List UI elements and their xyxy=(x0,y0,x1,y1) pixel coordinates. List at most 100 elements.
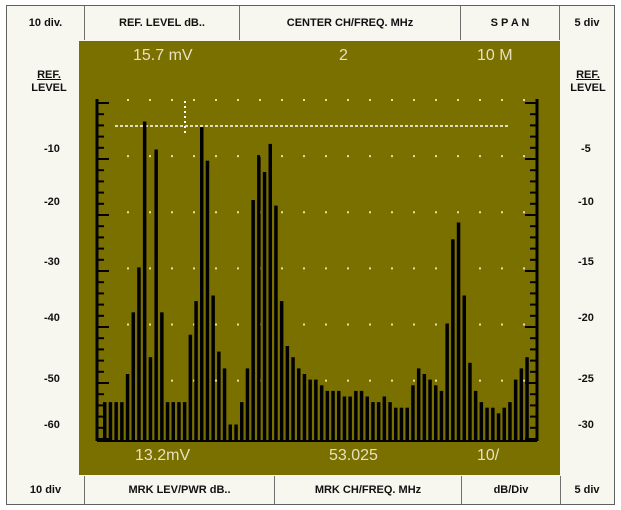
bottom-marker-level-value: 13.2mV xyxy=(135,447,191,464)
spectrum-bar xyxy=(137,267,141,441)
grid-dot xyxy=(435,99,437,101)
spectrum-bar xyxy=(297,368,301,441)
grid-dot xyxy=(193,155,195,158)
spectrum-bar xyxy=(308,379,312,441)
grid-dot xyxy=(325,379,327,382)
spectrum-bar xyxy=(388,402,392,441)
grid-dot xyxy=(237,155,239,158)
spectrum-bar xyxy=(359,390,364,441)
span-label[interactable]: S P A N xyxy=(461,6,560,40)
grid-dot xyxy=(215,267,217,270)
grid-dot xyxy=(215,211,217,214)
grid-dot xyxy=(479,211,481,214)
spectrum-bar xyxy=(331,390,335,441)
grid-dot xyxy=(171,267,173,270)
grid-dot xyxy=(193,99,195,101)
spectrum-bar xyxy=(348,396,352,441)
grid-dot xyxy=(281,211,283,214)
grid-dot xyxy=(413,323,415,326)
footer-left-div: 10 div xyxy=(7,476,85,504)
grid-dot xyxy=(501,323,503,326)
spectrum-bar xyxy=(411,385,415,441)
spectrum-bar xyxy=(451,239,455,441)
spectrum-bar xyxy=(428,379,432,441)
spectrum-bar xyxy=(274,205,278,441)
spectrum-bar xyxy=(114,402,118,441)
grid-dot xyxy=(523,155,525,158)
top-ref-level-value: 15.7 mV xyxy=(133,47,193,64)
ref-level-label[interactable]: REF. LEVEL dB.. xyxy=(85,6,240,40)
spectrum-bar xyxy=(479,402,484,441)
grid-dot xyxy=(193,379,195,382)
grid-dot xyxy=(369,155,371,158)
grid-dot xyxy=(479,155,481,158)
grid-dot xyxy=(303,211,305,214)
left-tick-label: -60 xyxy=(44,419,60,431)
left-tick-label: -10 xyxy=(44,143,60,155)
grid-dot xyxy=(523,211,525,214)
spectrum-bar xyxy=(240,402,244,441)
grid-dot xyxy=(149,267,151,270)
grid-dot xyxy=(391,99,393,101)
grid-dot xyxy=(149,99,151,101)
bottom-marker-freq-value: 53.025 xyxy=(329,447,378,464)
grid-dot xyxy=(413,99,415,101)
grid-dot xyxy=(479,99,481,101)
right-tick-label: -25 xyxy=(578,373,594,385)
center-freq-label[interactable]: CENTER CH/FREQ. MHz xyxy=(240,6,461,40)
grid-dot xyxy=(127,99,129,101)
footer-right-div: 5 div xyxy=(574,484,600,496)
spectrum-bar xyxy=(325,390,330,441)
grid-dot xyxy=(391,323,393,326)
marker-freq-label[interactable]: MRK CH/FREQ. MHz xyxy=(275,476,462,504)
spectrum-bar xyxy=(314,379,318,441)
spectrum-bar xyxy=(462,295,466,441)
spectrum-bar xyxy=(177,402,181,441)
grid-dot xyxy=(127,267,129,270)
grid-dot xyxy=(149,323,151,326)
grid-dot xyxy=(215,99,217,101)
grid-dot xyxy=(523,267,525,270)
grid-dot xyxy=(237,379,239,382)
grid-dot xyxy=(457,99,459,101)
spectrum-bar xyxy=(160,312,164,441)
grid-dot xyxy=(347,267,349,270)
grid-dot xyxy=(435,323,437,326)
marker-level-label[interactable]: MRK LEV/PWR dB.. xyxy=(85,476,275,504)
spectrum-bar xyxy=(342,396,347,441)
right-ref-level: REF. LEVEL xyxy=(565,69,611,95)
spectrum-bar xyxy=(422,374,427,441)
spectrum-bar xyxy=(103,402,107,441)
grid-dot xyxy=(149,211,151,214)
spectrum-bar xyxy=(194,301,198,441)
left-ref-level: REF. LEVEL xyxy=(29,69,69,95)
spectrum-bar xyxy=(205,160,210,441)
spectrum-bar xyxy=(148,357,153,441)
grid-dot xyxy=(369,99,371,101)
spectrum-bar xyxy=(165,402,170,441)
grid-dot xyxy=(347,155,349,158)
grid-dot xyxy=(347,323,349,326)
grid-dot xyxy=(391,379,393,382)
spectrum-bar xyxy=(182,402,187,441)
grid-dot xyxy=(413,155,415,158)
db-div-label[interactable]: dB/Div xyxy=(462,476,561,504)
grid-dot xyxy=(369,323,371,326)
spectrum-bar xyxy=(120,402,124,441)
left-tick-label: -30 xyxy=(44,256,60,268)
grid-dot xyxy=(413,211,415,214)
grid-dot xyxy=(127,155,129,158)
grid-dot xyxy=(369,211,371,214)
spectrum-bar xyxy=(502,407,506,441)
grid-dot xyxy=(435,267,437,270)
grid-dot xyxy=(347,379,349,382)
grid-dot xyxy=(237,267,239,270)
spectrum-bar xyxy=(508,402,512,441)
grid-dot xyxy=(391,155,393,158)
grid-dot xyxy=(237,99,239,101)
left-ref-line1: REF. xyxy=(37,69,61,81)
grid-dot xyxy=(325,323,327,326)
grid-dot xyxy=(281,267,283,270)
header-left-div: 10 div. xyxy=(7,6,85,40)
spectrum-bar xyxy=(257,155,261,441)
